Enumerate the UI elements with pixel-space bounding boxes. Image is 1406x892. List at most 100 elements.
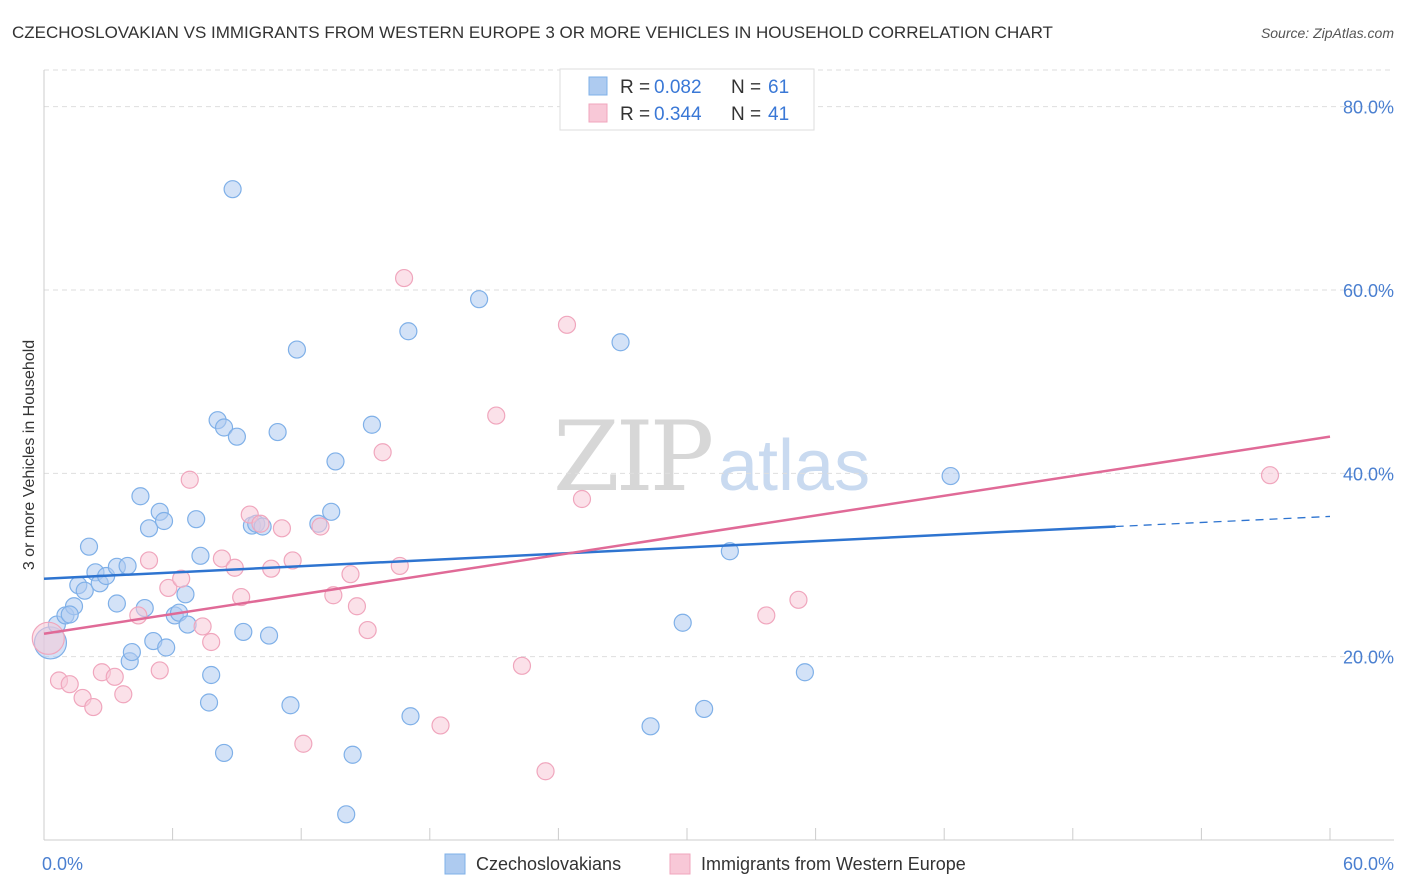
watermark: ZIP atlas: [553, 401, 870, 513]
trend-line-1: [43, 435, 1331, 635]
data-point: [150, 661, 169, 680]
trend-lines: [43, 435, 1331, 635]
data-point: [157, 638, 176, 657]
data-point: [122, 642, 141, 662]
legend-swatch-czechoslovakians: [588, 76, 608, 96]
data-point: [695, 699, 714, 719]
data-point: [193, 617, 212, 636]
legend-swatch-immigrants: [588, 103, 608, 123]
legend-n-label-1: N =: [731, 77, 766, 98]
y-axis-label: 3 or more Vehicles in Household: [21, 340, 38, 570]
bottom-legend-swatch-immigrants: [669, 853, 691, 875]
data-point: [341, 565, 360, 584]
data-point: [487, 406, 506, 425]
bottom-legend-label-immigrants: Immigrants from Western Europe: [701, 854, 966, 874]
watermark-atlas: atlas: [718, 426, 870, 506]
bottom-legend-swatch-czechoslovakians: [444, 853, 466, 875]
data-point: [322, 502, 341, 521]
bottom-legend: Czechoslovakians Immigrants from Western…: [444, 853, 966, 875]
y-tick-label: 60.0%: [1343, 281, 1394, 301]
data-point: [536, 762, 555, 781]
data-point: [399, 322, 418, 341]
data-point: [107, 594, 126, 613]
data-point: [227, 427, 246, 446]
legend-r-label-2: R =: [620, 104, 655, 125]
data-point: [232, 587, 251, 607]
x-tick-label-left: 0.0%: [42, 854, 83, 874]
data-point: [223, 180, 242, 199]
legend-r-value-1: 0.082: [654, 77, 702, 98]
data-point: [180, 470, 199, 489]
data-point: [212, 549, 231, 568]
legend-n-value-1: 61: [768, 77, 789, 98]
data-point: [347, 597, 367, 616]
data-point: [131, 487, 150, 506]
data-point: [79, 537, 99, 556]
data-point: [105, 667, 124, 686]
data-point: [611, 333, 630, 352]
axes: [43, 70, 1394, 841]
trend-line-extension-0: [1115, 515, 1331, 528]
bottom-legend-label-czechoslovakians: Czechoslovakians: [476, 854, 621, 874]
data-point: [343, 745, 362, 764]
data-point: [326, 452, 345, 471]
data-point: [720, 542, 739, 561]
data-point: [187, 510, 206, 529]
data-point: [401, 707, 420, 726]
data-point: [178, 615, 197, 634]
data-point: [358, 620, 377, 640]
series-immigrants-points: [31, 268, 1280, 781]
data-point: [191, 546, 210, 565]
data-point: [268, 422, 287, 442]
data-point: [673, 613, 692, 632]
chart-source: Source: ZipAtlas.com: [1261, 25, 1394, 41]
data-point: [139, 519, 159, 538]
data-point: [641, 717, 660, 736]
data-point: [225, 558, 244, 577]
data-point: [118, 556, 137, 576]
data-point: [202, 665, 221, 685]
data-point: [172, 569, 191, 588]
data-point: [75, 581, 94, 600]
data-point: [572, 489, 592, 509]
data-point: [199, 693, 219, 712]
data-point: [272, 519, 292, 538]
data-point: [281, 696, 300, 715]
data-point: [159, 578, 178, 598]
data-point: [84, 697, 103, 717]
data-point: [176, 585, 195, 604]
y-tick-labels: 20.0% 40.0% 60.0% 80.0%: [1343, 98, 1394, 668]
legend-n-value-2: 41: [768, 104, 789, 125]
data-point: [214, 418, 234, 437]
legend-r-label-1: R =: [620, 77, 655, 98]
y-tick-label: 80.0%: [1343, 98, 1394, 118]
data-point: [294, 734, 313, 753]
data-point: [283, 551, 302, 570]
data-point: [60, 605, 79, 624]
data-point: [362, 415, 382, 434]
data-point: [214, 743, 234, 763]
data-point: [373, 443, 392, 462]
legend: R = 0.082 N = 61 R = 0.344 N = 41: [559, 68, 815, 131]
data-point: [557, 315, 577, 334]
chart-title: CZECHOSLOVAKIAN VS IMMIGRANTS FROM WESTE…: [12, 23, 1053, 42]
data-point: [795, 663, 814, 682]
data-point: [287, 340, 307, 359]
data-point: [469, 290, 489, 309]
data-point: [789, 590, 808, 609]
data-point: [941, 466, 960, 486]
data-point: [60, 675, 79, 694]
data-point: [139, 551, 159, 570]
data-point: [259, 626, 279, 645]
y-tick-label: 40.0%: [1343, 464, 1394, 484]
data-point: [431, 716, 450, 735]
legend-r-value-2: 0.344: [654, 104, 702, 125]
data-point: [337, 805, 356, 824]
x-tick-label-right: 60.0%: [1343, 854, 1394, 874]
data-point: [251, 514, 270, 533]
data-point: [311, 517, 330, 536]
data-point: [1260, 466, 1280, 485]
y-tick-label: 20.0%: [1343, 648, 1394, 668]
data-point: [394, 268, 414, 288]
